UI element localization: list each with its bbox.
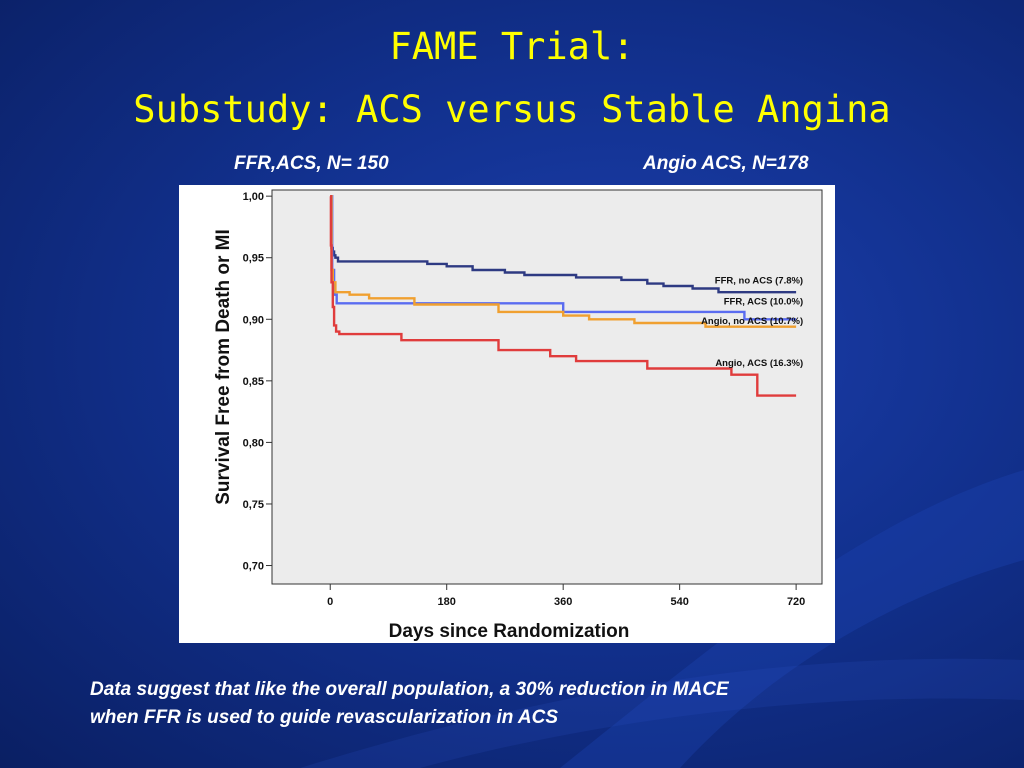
- series-line-4: [329, 195, 797, 397]
- x-tick-label: 360: [554, 596, 572, 608]
- y-tick-label: 0,80: [243, 437, 264, 449]
- y-tick-label: 1,00: [243, 191, 264, 203]
- caption-line-1: Data suggest that like the overall popul…: [90, 679, 729, 700]
- series-label-2: FFR, ACS (10.0%): [724, 297, 803, 308]
- y-tick-label: 0,75: [243, 499, 264, 511]
- plot-area: [271, 189, 823, 585]
- caption-line-2: when FFR is used to guide revascularizat…: [90, 707, 559, 728]
- y-tick-label: 0,95: [243, 253, 264, 265]
- slide-title-line1: FAME Trial:: [389, 25, 635, 68]
- series-line-3: [330, 195, 797, 328]
- caption: Data suggest that like the overall popul…: [90, 676, 990, 732]
- y-tick-label: 0,70: [243, 561, 264, 573]
- slide-title-line2: Substudy: ACS versus Stable Angina: [133, 88, 891, 131]
- survival-chart: 1,00 0,95 0,90 0,85 0,80 0,75 0,70 0 180 360 540 72…: [213, 189, 823, 642]
- x-tick-label: 180: [438, 596, 456, 608]
- x-tick-label: 0: [327, 596, 333, 608]
- y-axis-label: Survival Free from Death or MI: [213, 229, 234, 505]
- y-tick-label: 0,85: [243, 376, 264, 388]
- series-label-3: Angio, no ACS (10.7%): [701, 316, 803, 327]
- chart-container: 1,00 0,95 0,90 0,85 0,80 0,75 0,70 0 180 360 540 72…: [179, 185, 835, 643]
- group-label-left: FFR,ACS, N= 150: [234, 153, 389, 174]
- series-line-1: [330, 195, 797, 294]
- x-tick-label: 540: [670, 596, 688, 608]
- series-label-1: FFR, no ACS (7.8%): [715, 276, 803, 287]
- x-axis-label: Days since Randomization: [389, 621, 630, 642]
- series-label-4: Angio, ACS (16.3%): [715, 358, 803, 369]
- group-label-right: Angio ACS, N=178: [643, 153, 809, 174]
- y-tick-label: 0,90: [243, 314, 264, 326]
- x-tick-label: 720: [787, 596, 805, 608]
